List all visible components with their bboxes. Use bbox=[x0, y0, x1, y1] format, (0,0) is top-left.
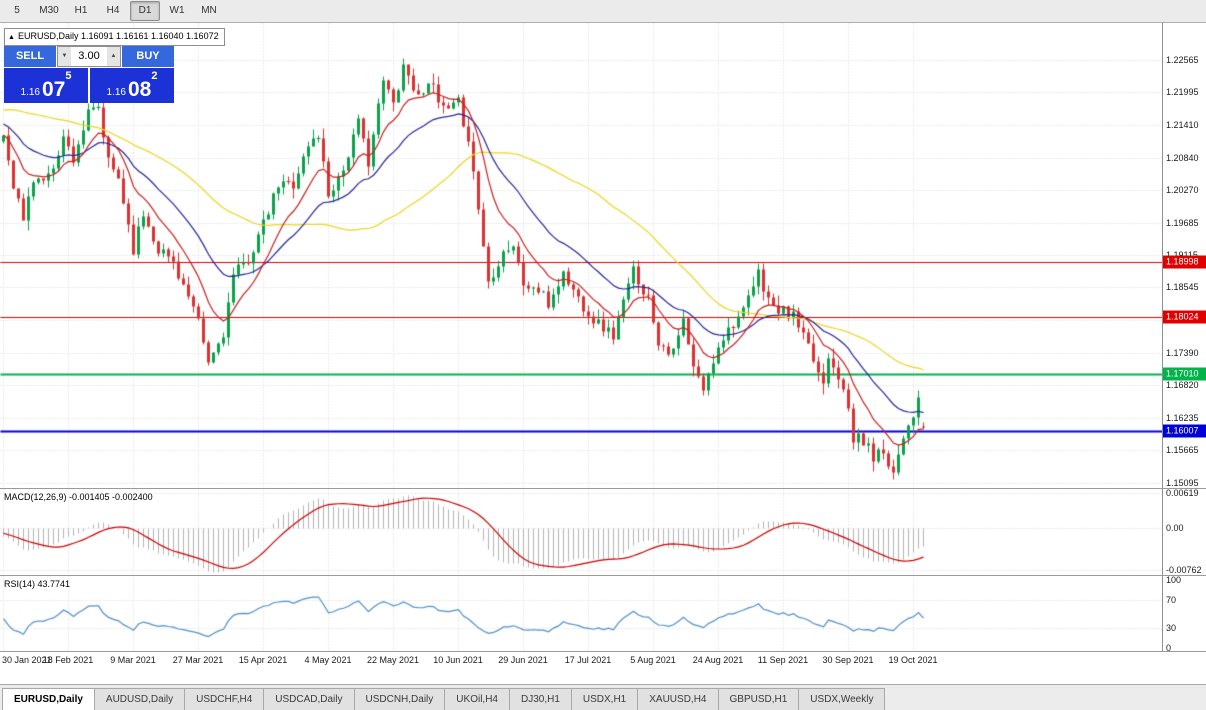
sell-price-panel[interactable]: 1.16 07 5 bbox=[4, 68, 88, 103]
date-axis-label: 30 Sep 2021 bbox=[822, 655, 874, 665]
buy-price-sup: 2 bbox=[151, 70, 158, 82]
date-axis-label: 4 May 2021 bbox=[304, 655, 352, 665]
hline-price-tag: 1.16007 bbox=[1163, 424, 1206, 438]
price-chart-canvas[interactable] bbox=[0, 23, 1162, 651]
price-axis-label: 1.17390 bbox=[1166, 347, 1199, 358]
hline-price-tag: 1.18024 bbox=[1163, 310, 1206, 324]
macd-axis-label: -0.00762 bbox=[1166, 565, 1202, 576]
chart-tab-usdchf-h4[interactable]: USDCHF,H4 bbox=[184, 688, 265, 710]
panel-separator bbox=[0, 651, 1206, 652]
price-axis[interactable]: 1.22565 1.21995 1.21410 1.20840 1.20270 1.196… bbox=[1162, 23, 1206, 653]
date-axis-label: 30 Jan 2021 bbox=[2, 655, 52, 665]
date-axis-label: 10 Jun 2021 bbox=[433, 655, 483, 665]
date-axis-label: 17 Jul 2021 bbox=[564, 655, 612, 665]
price-axis-label: 1.19685 bbox=[1166, 217, 1199, 228]
chart-tab-audusd-daily[interactable]: AUDUSD,Daily bbox=[93, 688, 186, 710]
panel-separator[interactable] bbox=[0, 488, 1206, 489]
sell-price-sup: 5 bbox=[65, 70, 72, 82]
rsi-axis-label: 70 bbox=[1166, 595, 1177, 606]
price-axis-label: 1.19115 bbox=[1166, 250, 1198, 260]
chart-area: 1.22565 1.21995 1.21410 1.20840 1.20270 1.196… bbox=[0, 23, 1206, 684]
timeframe-button-mn[interactable]: MN bbox=[201, 5, 217, 16]
price-axis-label: 1.16820 bbox=[1166, 379, 1199, 390]
timeframe-button-w1[interactable]: W1 bbox=[169, 5, 185, 16]
ohlc-text: EURUSD,Daily 1.16091 1.16161 1.16040 1.1… bbox=[17, 31, 219, 41]
chart-ohlc-info: ▲ EURUSD,Daily 1.16091 1.16161 1.16040 1.… bbox=[4, 28, 225, 46]
volume-value[interactable]: 3.00 bbox=[78, 50, 100, 62]
date-axis-label: 11 Sep 2021 bbox=[757, 655, 809, 665]
volume-increase-icon[interactable]: ▲ bbox=[107, 47, 120, 66]
panel-separator[interactable] bbox=[0, 575, 1206, 576]
chart-tab-gbpusd-h1[interactable]: GBPUSD,H1 bbox=[717, 688, 800, 710]
hline-price-tag: 1.18998 bbox=[1163, 255, 1206, 269]
timeframe-button-5[interactable]: 5 bbox=[14, 5, 20, 16]
sell-button[interactable]: SELL bbox=[4, 46, 56, 67]
rsi-indicator-label: RSI(14) 43.7741 bbox=[4, 579, 71, 589]
chart-tab-usdx-h1[interactable]: USDX,H1 bbox=[570, 688, 639, 710]
chart-tab-usdx-weekly[interactable]: USDX,Weekly bbox=[798, 688, 886, 710]
date-axis-label: 24 Aug 2021 bbox=[692, 655, 744, 665]
price-axis-label: 1.22565 bbox=[1166, 55, 1199, 65]
price-axis-label: 1.18545 bbox=[1166, 282, 1199, 293]
rsi-axis-label: 30 bbox=[1166, 622, 1177, 633]
macd-axis-label: 0.00 bbox=[1166, 522, 1184, 533]
buy-price-panel[interactable]: 1.16 08 2 bbox=[90, 68, 174, 103]
price-axis-label: 1.21410 bbox=[1166, 120, 1199, 131]
price-axis-label: 1.15665 bbox=[1166, 445, 1199, 456]
date-axis-label: 22 May 2021 bbox=[366, 655, 420, 665]
date-axis-label: 29 Jun 2021 bbox=[498, 655, 548, 665]
price-axis-label: 1.20270 bbox=[1166, 184, 1199, 195]
timeframe-button-m30[interactable]: M30 bbox=[39, 5, 59, 16]
timeframe-button-h4[interactable]: H4 bbox=[106, 5, 120, 16]
date-axis-label: 18 Feb 2021 bbox=[42, 655, 94, 665]
date-axis-label: 9 Mar 2021 bbox=[110, 655, 156, 665]
date-axis-label: 19 Oct 2021 bbox=[888, 655, 938, 665]
rsi-axis-label: 100 bbox=[1166, 575, 1182, 585]
sell-price-big: 07 bbox=[41, 78, 66, 101]
timeframe-button-d1[interactable]: D1 bbox=[130, 1, 160, 21]
chart-tab-usdcnh-daily[interactable]: USDCNH,Daily bbox=[353, 688, 446, 710]
macd-indicator-label: MACD(12,26,9) -0.001405 -0.002400 bbox=[4, 492, 153, 502]
chart-tab-ukoil-h4[interactable]: UKOil,H4 bbox=[444, 688, 510, 710]
chart-tab-dj30-h1[interactable]: DJ30,H1 bbox=[508, 688, 572, 710]
price-axis-label: 1.20840 bbox=[1166, 152, 1199, 163]
price-axis-label: 1.21995 bbox=[1166, 87, 1199, 98]
chart-tab-bar: EURUSD,Daily AUDUSD,Daily USDCHF,H4 USDCAD,… bbox=[0, 684, 1206, 710]
hline-price-tag: 1.17010 bbox=[1163, 367, 1206, 381]
collapse-chart-icon[interactable]: ▲ bbox=[8, 34, 15, 41]
date-axis-label: 27 Mar 2021 bbox=[172, 655, 224, 665]
buy-button[interactable]: BUY bbox=[122, 46, 174, 67]
price-axis-label: 1.15095 bbox=[1166, 477, 1199, 488]
chart-tab-xauusd-h4[interactable]: XAUUSD,H4 bbox=[637, 688, 719, 710]
rsi-axis-label: 0 bbox=[1166, 643, 1172, 653]
date-axis-label: 5 Aug 2021 bbox=[630, 655, 676, 665]
buy-price-big: 08 bbox=[127, 78, 152, 101]
date-axis-label: 15 Apr 2021 bbox=[238, 655, 288, 665]
timeframe-button-h1[interactable]: H1 bbox=[74, 5, 88, 16]
buy-price-base: 1.16 bbox=[106, 87, 126, 98]
one-click-trading-widget: SELL ▼ 3.00 ▲ BUY 1.16 07 5 1.16 08 2 bbox=[4, 46, 174, 103]
chart-tab-usdcad-daily[interactable]: USDCAD,Daily bbox=[263, 688, 355, 710]
volume-stepper: ▼ 3.00 ▲ bbox=[57, 46, 121, 67]
price-axis-label: 1.16235 bbox=[1166, 413, 1199, 424]
macd-axis-label: 0.00619 bbox=[1166, 488, 1199, 499]
timeframe-toolbar: 5 M30 H1 H4 D1 W1 MN bbox=[0, 0, 1206, 23]
sell-price-base: 1.16 bbox=[20, 87, 40, 98]
chart-tab-eurusd-daily[interactable]: EURUSD,Daily bbox=[2, 688, 95, 710]
volume-decrease-icon[interactable]: ▼ bbox=[58, 47, 71, 66]
